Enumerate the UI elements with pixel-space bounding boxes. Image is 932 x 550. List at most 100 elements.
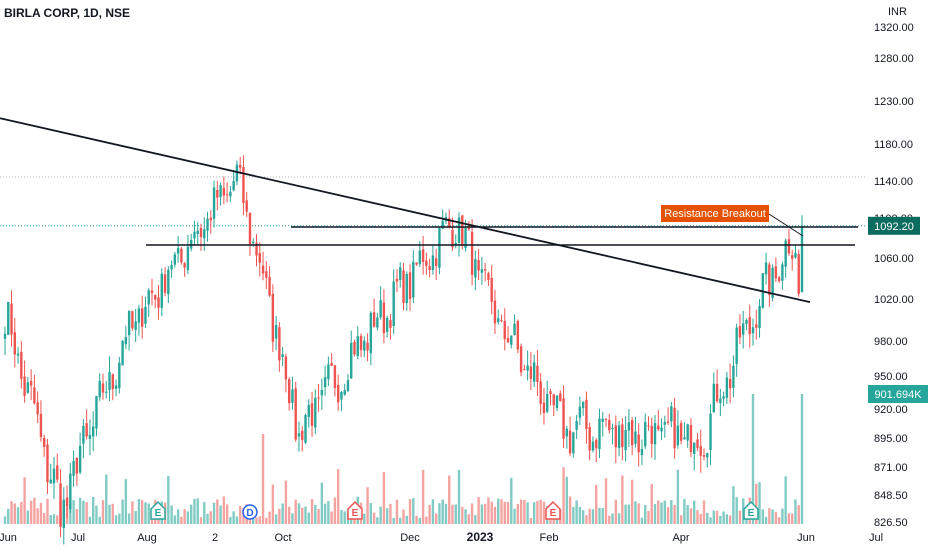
volume-bar [415, 515, 418, 524]
candle-body [719, 398, 722, 404]
candle-body [572, 432, 575, 454]
candle-body [764, 262, 768, 275]
volume-bar [709, 517, 712, 524]
volume-bar [637, 503, 640, 524]
volume-bar [56, 515, 59, 524]
candle-body [124, 337, 128, 345]
candle-body [33, 387, 36, 404]
y-tick-label: 1020.00 [874, 294, 914, 306]
candle-body [777, 277, 781, 282]
candle-body [712, 383, 716, 413]
y-tick-label: 920.00 [874, 404, 908, 416]
y-tick-label: 1140.00 [874, 176, 913, 188]
x-tick-label: Oct [274, 532, 291, 544]
annotation-pointer [768, 213, 804, 237]
candle-body [448, 218, 451, 228]
candle-body [36, 402, 39, 415]
candle-body [144, 306, 147, 324]
volume-bar [36, 508, 39, 524]
candle-body [85, 423, 88, 437]
candle-body [134, 321, 137, 330]
candle-body [441, 220, 444, 229]
y-tick-label: 1180.00 [874, 139, 913, 151]
candle-body [271, 293, 275, 342]
candle-body [212, 187, 216, 219]
volume-bar [336, 469, 340, 524]
candle-body [715, 383, 719, 402]
candle-body [176, 248, 180, 254]
volume-bar [797, 505, 800, 524]
volume-bar [627, 504, 631, 524]
candle-body [154, 294, 157, 300]
candle-body [464, 227, 467, 249]
volume-bar [732, 486, 735, 524]
volume-bar [510, 477, 513, 524]
volume-bar [771, 509, 774, 524]
candle-body [608, 419, 611, 431]
volume-bar [676, 469, 680, 524]
candle-body [13, 332, 16, 355]
grid [0, 176, 866, 227]
volume-bar [147, 503, 150, 524]
volume-bar [323, 503, 327, 524]
candle-body [532, 362, 536, 382]
x-tick-label: Feb [540, 532, 559, 544]
candle-body [170, 265, 173, 270]
volume-bar [405, 515, 408, 524]
y-tick-label: 1320.00 [874, 22, 914, 34]
candle-body [693, 442, 696, 454]
candle-body [137, 308, 141, 323]
candle-body [683, 437, 686, 440]
candle-body [405, 273, 408, 304]
candle-body [23, 376, 26, 396]
candle-body [679, 423, 683, 441]
volume-bar [738, 510, 742, 524]
y-tick-label: 1230.00 [874, 96, 914, 108]
volume-bar [735, 497, 738, 524]
candle-body [291, 389, 294, 403]
volume-bar [252, 514, 255, 524]
volume-bar [7, 508, 10, 524]
candle-body [539, 381, 542, 404]
volume-bar [617, 513, 621, 524]
volume-bar [712, 510, 716, 524]
volume-bar [127, 513, 131, 524]
volume-bar [206, 513, 209, 524]
candle-body [653, 423, 657, 445]
event-marker-earnings [743, 500, 759, 520]
candle-body [542, 402, 546, 414]
candle-body [379, 300, 382, 318]
candle-body [219, 185, 222, 198]
x-tick-label: Jul [71, 532, 85, 544]
candle-body [604, 418, 608, 420]
volume-bar [216, 499, 219, 524]
volume-bar [238, 506, 242, 524]
candle-body [578, 406, 582, 418]
candle-body [771, 267, 774, 298]
candle-body [519, 346, 523, 373]
candle-body [183, 263, 186, 268]
candle-body [425, 260, 428, 267]
candle-body [784, 240, 787, 267]
candle-body [301, 430, 304, 441]
candle-body [415, 262, 418, 265]
volume-bar [539, 499, 542, 524]
volume-bar [526, 502, 529, 524]
candle-body [150, 290, 154, 294]
volume-bar [42, 512, 46, 524]
candle-body [382, 302, 386, 334]
volume-bar [196, 498, 199, 524]
candle-body [7, 301, 10, 335]
volume-bar [301, 507, 304, 524]
volume-bar [170, 505, 173, 524]
volume-bar [774, 512, 778, 524]
volume-bar [493, 506, 497, 524]
candle-body [369, 312, 373, 354]
candle-body [595, 439, 598, 449]
volume-bar [304, 506, 307, 524]
candle-body [513, 323, 516, 335]
candle-body [189, 239, 193, 249]
candle-body [330, 363, 333, 366]
